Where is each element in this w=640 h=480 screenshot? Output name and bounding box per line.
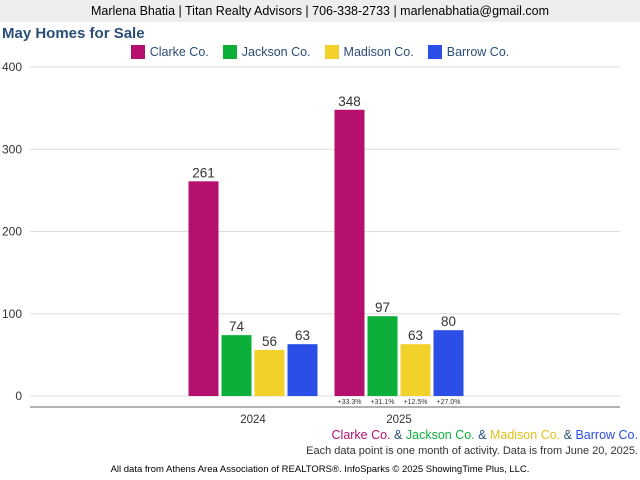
y-tick-label: 200 bbox=[2, 225, 22, 239]
note-series-clarke: Clarke Co. bbox=[331, 428, 391, 442]
legend-item-jackson[interactable]: Jackson Co. bbox=[222, 45, 311, 59]
contact-header: Marlena Bhatia | Titan Realty Advisors |… bbox=[0, 0, 640, 22]
note-series-jackson: Jackson Co. bbox=[405, 428, 475, 442]
legend-label-madison: Madison Co. bbox=[343, 45, 414, 59]
change-label: +12.5% bbox=[404, 399, 428, 406]
series-note: Clarke Co. & Jackson Co. & Madison Co. &… bbox=[332, 428, 638, 442]
bar-value-label: 97 bbox=[375, 300, 390, 315]
bar bbox=[433, 330, 464, 396]
bar bbox=[188, 181, 219, 396]
change-label: +33.3% bbox=[338, 399, 362, 406]
x-tick-label: 2025 bbox=[386, 414, 412, 426]
legend-label-barrow: Barrow Co. bbox=[446, 45, 510, 59]
bar bbox=[287, 344, 318, 396]
legend-label-clarke: Clarke Co. bbox=[149, 45, 209, 59]
legend-item-clarke[interactable]: Clarke Co. bbox=[130, 45, 209, 59]
legend-swatch-barrow bbox=[427, 45, 442, 59]
source-footer: All data from Athens Area Association of… bbox=[110, 464, 530, 475]
bar bbox=[334, 109, 365, 397]
bar-value-label: 74 bbox=[229, 319, 245, 334]
chart-title: May Homes for Sale bbox=[2, 25, 145, 42]
bar-value-label: 63 bbox=[408, 328, 423, 343]
legend-label-jackson: Jackson Co. bbox=[241, 45, 311, 59]
bar-value-label: 80 bbox=[441, 314, 456, 329]
y-tick-label: 0 bbox=[15, 389, 22, 403]
change-label: +31.1% bbox=[371, 399, 395, 406]
note-series-madison: Madison Co. bbox=[489, 428, 561, 442]
bar bbox=[254, 349, 285, 396]
y-tick-label: 400 bbox=[2, 60, 22, 74]
note-separator: & bbox=[394, 428, 403, 442]
y-tick-label: 100 bbox=[2, 307, 22, 321]
note-separator: & bbox=[478, 428, 487, 442]
legend-item-barrow[interactable]: Barrow Co. bbox=[427, 45, 510, 59]
legend-item-madison[interactable]: Madison Co. bbox=[324, 45, 414, 59]
chart-legend: Clarke Co. Jackson Co. Madison Co. Barro… bbox=[0, 45, 640, 59]
legend-swatch-clarke bbox=[130, 45, 145, 59]
legend-swatch-madison bbox=[324, 45, 339, 59]
bar-value-label: 56 bbox=[262, 334, 277, 349]
y-tick-label: 300 bbox=[2, 142, 22, 156]
change-label: +27.0% bbox=[437, 399, 461, 406]
activity-note: Each data point is one month of activity… bbox=[306, 445, 638, 457]
bar bbox=[367, 316, 398, 396]
bar bbox=[221, 335, 252, 396]
legend-swatch-jackson bbox=[222, 45, 237, 59]
note-separator: & bbox=[563, 428, 572, 442]
bar-value-label: 261 bbox=[192, 165, 215, 180]
x-tick-label: 2024 bbox=[240, 414, 266, 426]
bar-value-label: 63 bbox=[295, 328, 310, 343]
bar bbox=[400, 344, 431, 396]
bar-value-label: 348 bbox=[338, 94, 361, 109]
note-series-barrow: Barrow Co. bbox=[575, 428, 638, 442]
